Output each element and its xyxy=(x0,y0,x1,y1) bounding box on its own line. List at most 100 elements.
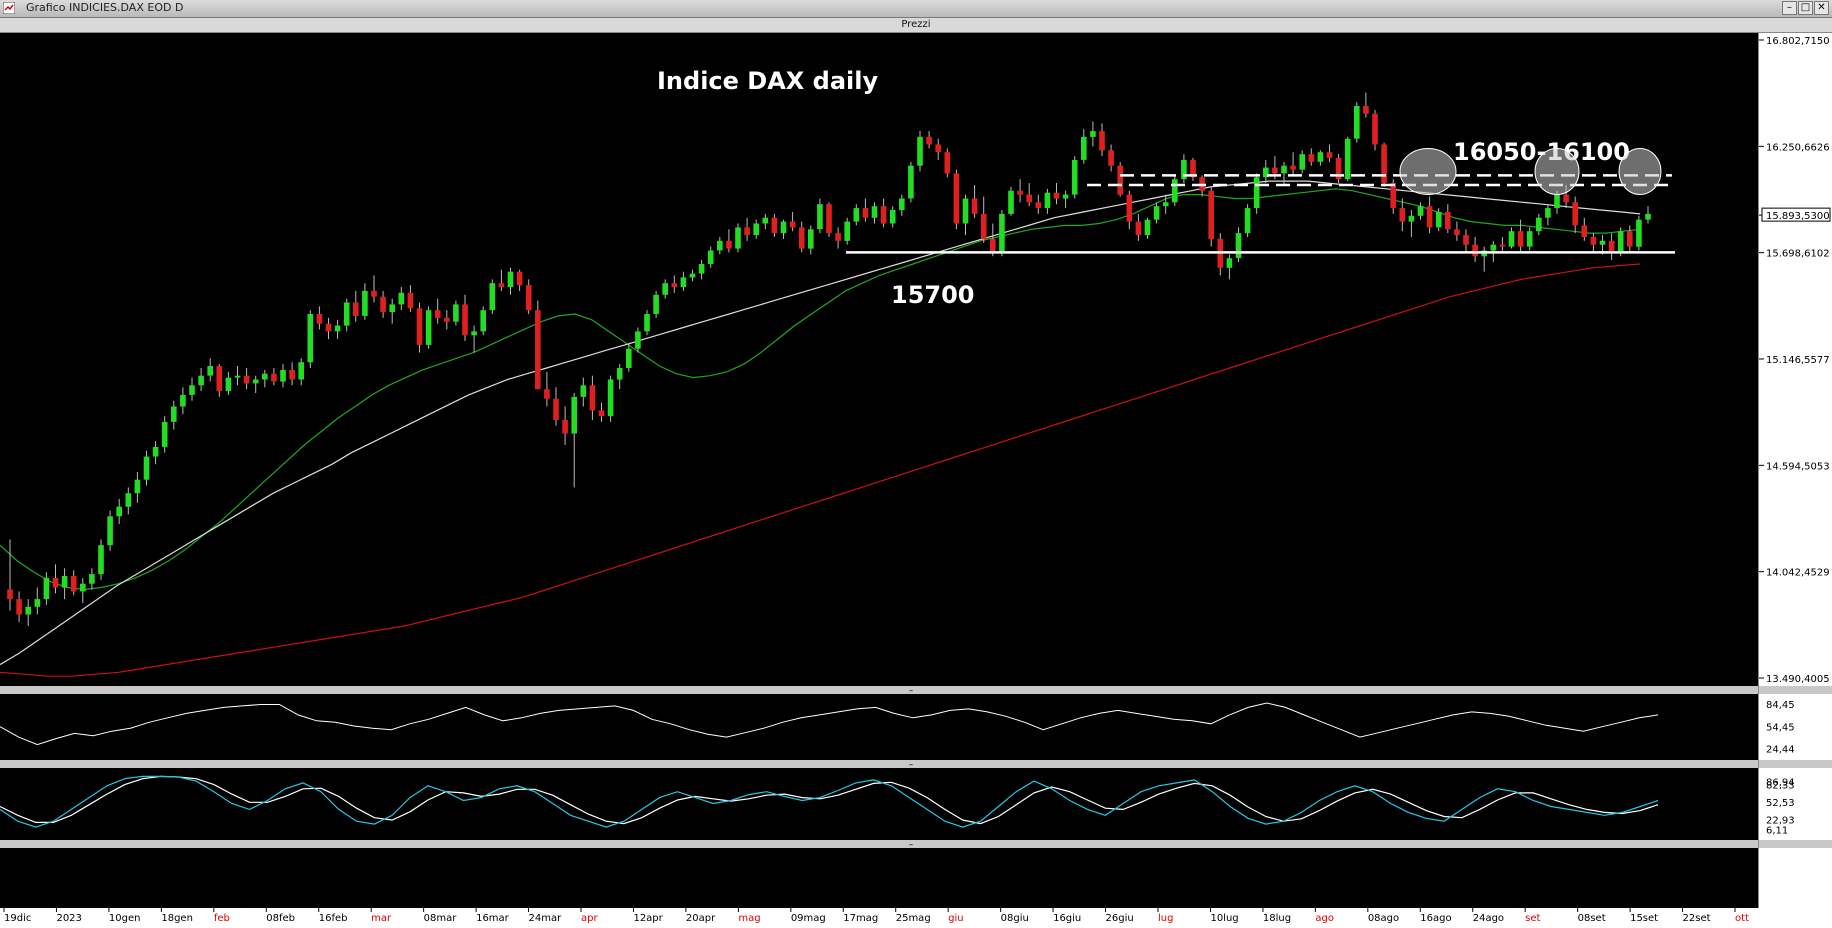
candle-body xyxy=(234,375,241,378)
candle-body xyxy=(889,210,896,224)
candle-body xyxy=(371,290,377,297)
date-ticks: 19dic 2023 10gen 18gen feb 08feb 16feb mar 08mar… xyxy=(3,908,1749,924)
level-lines xyxy=(846,148,1675,254)
candle-body xyxy=(1008,190,1014,214)
candle-body xyxy=(462,304,468,336)
candle-body xyxy=(152,446,159,457)
candle-body xyxy=(762,217,769,224)
candle-body xyxy=(453,304,459,322)
oscillator-2-tick-label: 82,33 xyxy=(1766,780,1795,791)
date-tick-label: 08giu xyxy=(1001,913,1029,924)
candle-body xyxy=(161,421,168,447)
divider-collapse-2[interactable]: – xyxy=(909,760,914,770)
candle-body xyxy=(1062,194,1069,199)
date-tick-label: 10lug xyxy=(1210,913,1238,924)
candle-body xyxy=(134,479,141,494)
candle-body xyxy=(953,173,960,224)
candle-body xyxy=(1508,231,1515,247)
oscillator-1-tick-label: 84,45 xyxy=(1766,700,1795,711)
date-tick-label: apr xyxy=(581,913,598,924)
candle-body xyxy=(1326,152,1333,158)
panel-divider-1[interactable] xyxy=(0,686,1832,694)
candle-body xyxy=(98,545,104,575)
oscillator-2-tick-label: 6,11 xyxy=(1766,825,1788,836)
maximize-button[interactable]: □ xyxy=(1798,1,1813,15)
candle-body xyxy=(1636,219,1642,247)
candle-body xyxy=(999,213,1005,253)
close-button[interactable]: ✕ xyxy=(1814,1,1829,15)
candle-body xyxy=(325,323,332,332)
candle-body xyxy=(553,398,559,420)
candle-body xyxy=(362,290,368,316)
candle-body xyxy=(243,375,250,384)
candle-body xyxy=(489,283,496,311)
price-panel xyxy=(0,33,1758,686)
date-tick-label: 08mar xyxy=(424,913,458,924)
candle-body xyxy=(525,285,532,311)
price-axis-panel xyxy=(1759,33,1832,686)
candle-body xyxy=(1272,167,1278,174)
oscillator-1-panel xyxy=(0,694,1758,760)
date-tick-label: 24mar xyxy=(529,913,563,924)
price-tick-label: 14.594,5053 xyxy=(1766,461,1830,472)
panel-divider-3[interactable] xyxy=(0,840,1832,848)
date-tick-label: 12apr xyxy=(633,913,663,924)
minimize-button[interactable]: – xyxy=(1782,1,1797,15)
candle-body xyxy=(34,599,41,607)
date-axis xyxy=(0,908,1832,928)
candle-body xyxy=(944,152,951,174)
candle-body xyxy=(1581,225,1588,237)
candle-body xyxy=(16,599,22,615)
candle-body xyxy=(189,385,195,395)
date-tick-label: 26giu xyxy=(1106,913,1134,924)
candle-body xyxy=(1372,113,1378,145)
candle-body xyxy=(61,576,68,588)
candle-body xyxy=(52,577,59,588)
candle-body xyxy=(1071,159,1078,195)
candle-body xyxy=(707,250,714,264)
candle-body xyxy=(698,264,705,274)
candle-body xyxy=(735,227,741,249)
candle-body xyxy=(1417,206,1424,216)
candle-body xyxy=(1526,231,1533,247)
candle-body xyxy=(198,375,204,386)
candle-body xyxy=(980,213,987,239)
candle-body xyxy=(826,204,832,234)
candle-body xyxy=(516,271,523,286)
candle-body xyxy=(1117,165,1123,195)
resistance-highlight-0 xyxy=(1399,148,1457,196)
support-label: 15700 xyxy=(891,281,975,309)
date-tick-label: ago xyxy=(1315,913,1334,924)
candle-body xyxy=(407,292,414,309)
date-tick-label: 16mar xyxy=(476,913,510,924)
date-tick-label: 08set xyxy=(1578,913,1606,924)
price-tick-label: 16.802,7150 xyxy=(1766,36,1830,47)
candle-body xyxy=(1572,202,1578,226)
last-price-box xyxy=(1761,207,1831,222)
candle-body xyxy=(353,302,359,316)
moving-averages xyxy=(0,180,1641,677)
candle-body xyxy=(1363,106,1369,114)
candle-body xyxy=(180,394,186,407)
candle-body xyxy=(844,221,850,241)
date-tick-label: 16giu xyxy=(1053,913,1081,924)
divider-collapse-3[interactable]: – xyxy=(909,840,914,850)
candle-body xyxy=(1381,144,1387,183)
candle-body xyxy=(1081,136,1087,160)
divider-collapse-1[interactable]: – xyxy=(909,686,914,696)
chart-title: Indice DAX daily xyxy=(657,67,878,95)
oscillator-2-tick-label: 86,94 xyxy=(1766,778,1795,789)
date-tick-label: 15set xyxy=(1630,913,1658,924)
candle-body xyxy=(143,456,150,480)
candle-body xyxy=(1627,231,1633,247)
oscillator-2-tick-label: 22,93 xyxy=(1766,815,1795,826)
candle-body xyxy=(25,606,31,615)
panel-divider-2[interactable] xyxy=(0,760,1832,768)
candle-body xyxy=(544,389,550,399)
candle-body xyxy=(1617,231,1624,253)
candle-body xyxy=(1408,215,1415,222)
candle-body xyxy=(1317,152,1324,162)
price-ticks: 16.802,7150 16.250,6626 15.893,5300 15.698,… xyxy=(1759,36,1831,685)
candle-body xyxy=(1354,106,1360,139)
